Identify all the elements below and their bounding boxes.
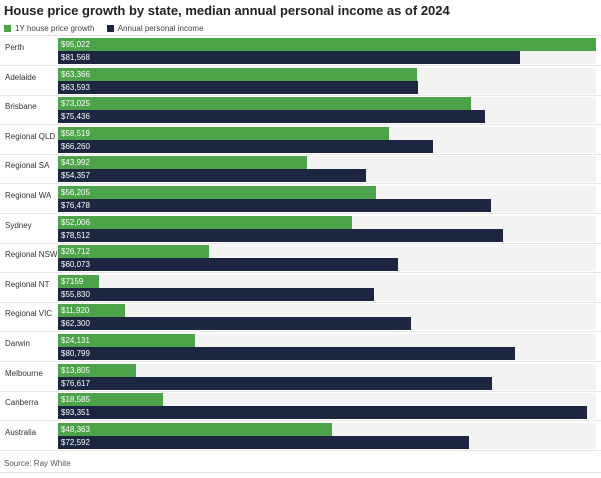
income-bar [58,228,503,242]
chart-row: Adelaide $63,366 $63,593 [0,66,601,96]
category-label: Regional WA [5,191,52,200]
price-growth-bar [58,126,390,140]
price-growth-bar [58,274,99,288]
legend-swatch-navy [106,24,114,32]
price-growth-bar [58,97,472,111]
bar-track [58,304,596,318]
legend: 1Y house price growth Annual personal in… [4,22,214,34]
income-value-label: $63,593 [61,82,90,92]
price-growth-value-label: $48,363 [61,424,90,434]
legend-swatch-green [4,24,11,32]
income-bar [58,169,366,183]
price-growth-value-label: $73,025 [61,99,90,109]
chart-row: Melbourne $13,805 $76,617 [0,362,601,392]
income-bar [58,287,375,301]
category-label: Sydney [5,220,32,230]
category-label: Melbourne [5,368,43,378]
category-label: Brisbane [5,102,37,112]
price-growth-value-label: $24,131 [61,336,90,345]
chart-row: Sydney $52,006 $78,512 [0,214,601,244]
category-label: Australia [5,427,37,437]
chart-row: Darwin $24,131 $80,799 [0,332,601,362]
price-growth-bar [58,393,164,407]
income-bar [58,80,419,94]
category-label: Regional SA [5,161,50,171]
bar-track [58,393,596,407]
price-growth-bar [58,38,596,51]
price-growth-value-label: $52,006 [61,217,90,227]
category-label: Regional VIC [5,309,53,319]
income-value-label: $66,260 [61,141,90,151]
income-value-label: $81,568 [61,53,90,62]
chart-title: House price growth by state, median annu… [4,3,450,18]
price-growth-value-label: $26,712 [61,247,90,257]
chart-row: Brisbane $73,025 $75,436 [0,95,601,126]
income-value-label: $55,830 [61,289,90,299]
chart-row: Regional WA $56,205 $76,478 [0,184,601,214]
bar-track [58,363,596,377]
income-value-label: $75,436 [61,112,90,122]
category-label: Regional NT [5,279,50,289]
price-growth-value-label: $18,585 [61,395,90,405]
category-label: Perth [5,43,25,52]
income-bar [58,435,469,449]
price-growth-bar [58,334,195,347]
price-growth-bar [58,215,353,229]
chart-row: Regional NSW $26,712 $60,073 [0,243,601,274]
category-label: Regional QLD [5,131,56,141]
chart-row: Regional VIC $11,920 $62,300 [0,302,601,333]
price-growth-bar [58,363,137,377]
chart-row: Canberra $18,585 $93,351 [0,391,601,422]
income-bar [58,110,486,124]
income-bar [58,258,399,272]
source-note: Source: Ray White [4,459,71,468]
legend-item-income: Annual personal income [106,22,204,34]
bar-track [58,274,596,288]
price-growth-bar [58,422,332,436]
chart-row: Regional SA $43,992 $54,357 [0,154,601,185]
income-bar [58,139,434,153]
income-bar [58,347,516,360]
income-bar [58,317,411,331]
bottom-divider [0,472,601,473]
price-growth-value-label: $58,519 [61,128,90,138]
income-value-label: $54,357 [61,171,90,181]
price-growth-bar [58,67,417,81]
price-growth-value-label: $7159 [61,276,84,286]
category-label: Adelaide [5,72,37,82]
legend-label-income: Annual personal income [117,23,204,33]
price-growth-bar [58,245,210,259]
income-value-label: $76,478 [61,201,90,210]
price-growth-bar [58,156,308,170]
income-value-label: $93,351 [61,408,90,418]
income-value-label: $80,799 [61,349,90,358]
top-divider [0,35,601,36]
category-label: Regional NSW [5,250,58,260]
category-label: Darwin [5,339,30,348]
income-value-label: $72,592 [61,437,90,447]
income-bar [58,199,491,212]
chart-row: Regional QLD $58,519 $66,260 [0,125,601,155]
price-growth-value-label: $43,992 [61,158,90,168]
chart-row: Perth $95,022 $81,568 [0,36,601,66]
price-growth-value-label: $63,366 [61,69,90,79]
price-growth-bar [58,186,377,199]
price-growth-value-label: $11,920 [61,306,90,316]
income-value-label: $60,073 [61,260,90,270]
legend-item-price-growth: 1Y house price growth [4,22,94,34]
price-growth-bar [58,304,126,318]
income-bar [58,376,492,390]
category-label: Canberra [5,398,39,408]
legend-label-price-growth: 1Y house price growth [15,23,95,33]
chart-row: Regional NT $7159 $55,830 [0,273,601,303]
price-growth-value-label: $13,805 [61,365,90,375]
price-growth-value-label: $95,022 [61,40,90,49]
chart-row: Australia $48,363 $72,592 [0,421,601,451]
income-value-label: $62,300 [61,319,90,329]
price-growth-value-label: $56,205 [61,188,90,197]
income-value-label: $78,512 [61,230,90,240]
income-value-label: $76,617 [61,378,90,388]
income-bar [58,406,587,420]
income-bar [58,51,520,64]
